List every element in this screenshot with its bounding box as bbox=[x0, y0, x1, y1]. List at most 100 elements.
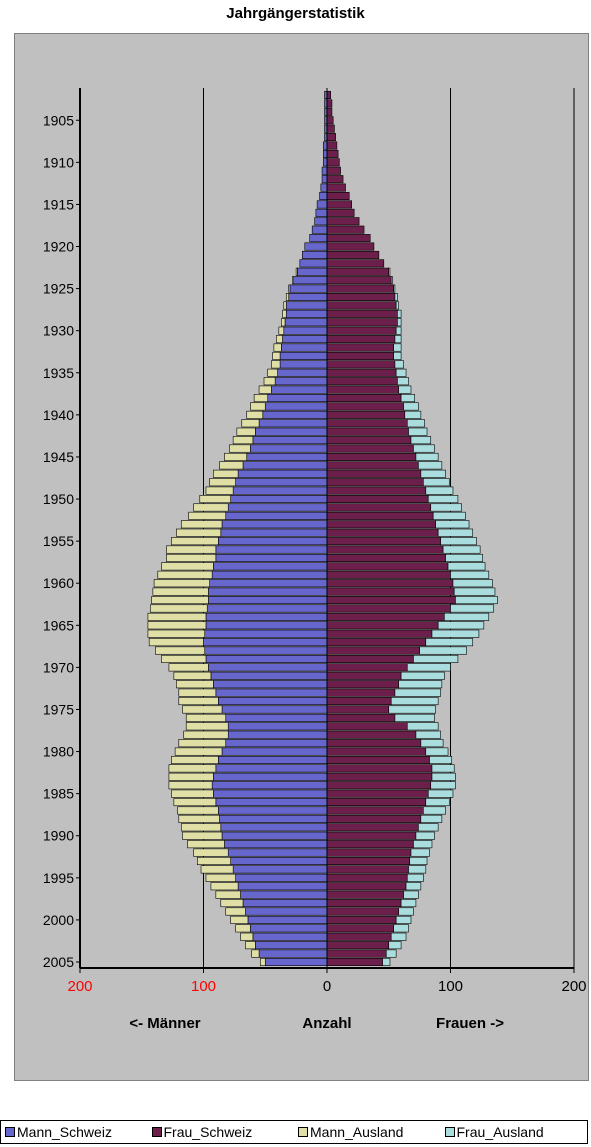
bar-Mann_Ausland-2000 bbox=[230, 915, 249, 924]
bar-Mann_Schweiz-1977 bbox=[227, 722, 328, 731]
bar-Mann_Ausland-1979 bbox=[178, 739, 227, 748]
bar-Mann_Schweiz-1986 bbox=[215, 798, 328, 807]
bar-Frau_Schweiz-1957 bbox=[326, 553, 446, 562]
bar-Mann_Ausland-1938 bbox=[253, 394, 269, 403]
bar-Mann_Ausland-1993 bbox=[197, 856, 231, 865]
bar-Frau_Ausland-1982 bbox=[431, 764, 455, 773]
bar-Frau_Schweiz-1988 bbox=[326, 814, 422, 823]
bar-Mann_Ausland-1959 bbox=[157, 570, 213, 579]
bar-Mann_Ausland-1948 bbox=[209, 478, 236, 487]
bar-Frau_Schweiz-1938 bbox=[326, 394, 402, 403]
bar-Frau_Schweiz-1976 bbox=[326, 713, 396, 722]
bar-Frau_Schweiz-1984 bbox=[326, 781, 432, 790]
bar-Mann_Schweiz-1939 bbox=[264, 402, 328, 411]
bar-Mann_Ausland-1960 bbox=[153, 579, 210, 588]
bar-Mann_Ausland-1955 bbox=[171, 537, 219, 546]
bar-Frau_Schweiz-1978 bbox=[326, 730, 417, 739]
bar-Mann_Ausland-1980 bbox=[174, 747, 223, 756]
bar-Mann_Schweiz-1996 bbox=[237, 882, 328, 891]
bar-Mann_Ausland-1927 bbox=[283, 301, 287, 310]
y-tick-label: 2000 bbox=[43, 912, 74, 928]
bar-Mann_Schweiz-1914 bbox=[319, 192, 328, 201]
bar-Mann_Ausland-1924 bbox=[292, 276, 294, 285]
x-caption-left: <- Männer bbox=[129, 1015, 200, 1032]
bar-Frau_Schweiz-1952 bbox=[326, 511, 434, 520]
y-tick-label: 1925 bbox=[43, 281, 74, 297]
bar-Mann_Schweiz-1944 bbox=[250, 444, 328, 453]
bar-Frau_Schweiz-1943 bbox=[326, 436, 412, 445]
bar-Frau_Ausland-1979 bbox=[420, 739, 444, 748]
x-caption-center: Anzahl bbox=[302, 1015, 351, 1032]
bars-left bbox=[147, 90, 328, 967]
bar-Frau_Ausland-1966 bbox=[431, 629, 480, 638]
bar-Mann_Schweiz-1971 bbox=[210, 671, 328, 680]
bar-Frau_Ausland-1998 bbox=[400, 899, 417, 908]
bar-Mann_Ausland-1957 bbox=[166, 553, 217, 562]
bar-Frau_Schweiz-1980 bbox=[326, 747, 427, 756]
bar-Frau_Ausland-1970 bbox=[406, 663, 451, 672]
bar-Frau_Ausland-1962 bbox=[455, 596, 498, 605]
bar-Mann_Ausland-1973 bbox=[178, 688, 217, 697]
bar-Frau_Ausland-1936 bbox=[397, 377, 409, 386]
bar-Frau_Schweiz-2004 bbox=[326, 949, 387, 958]
bar-Frau_Schweiz-1961 bbox=[326, 587, 455, 596]
bar-Mann_Ausland-1985 bbox=[171, 789, 214, 798]
bar-Mann_Ausland-1951 bbox=[193, 503, 229, 512]
bar-Frau_Ausland-1941 bbox=[406, 419, 425, 428]
bar-Frau_Ausland-1930 bbox=[395, 326, 402, 335]
bar-Frau_Schweiz-1968 bbox=[326, 646, 420, 655]
bar-Frau_Schweiz-1921 bbox=[326, 250, 380, 259]
bar-Mann_Schweiz-1963 bbox=[206, 604, 328, 613]
bar-Mann_Ausland-1972 bbox=[176, 680, 214, 689]
bar-Frau_Ausland-1929 bbox=[397, 318, 402, 327]
bar-Mann_Schweiz-1961 bbox=[208, 587, 328, 596]
bar-Mann_Schweiz-1933 bbox=[279, 351, 328, 360]
bar-Mann_Schweiz-1946 bbox=[242, 461, 328, 470]
bar-Mann_Ausland-1940 bbox=[246, 410, 264, 419]
bar-Frau_Ausland-1967 bbox=[425, 638, 474, 647]
bar-Mann_Schweiz-1930 bbox=[283, 326, 328, 335]
bar-Frau_Ausland-1937 bbox=[398, 385, 412, 394]
bar-Mann_Schweiz-1993 bbox=[230, 856, 328, 865]
bar-Frau_Schweiz-1934 bbox=[326, 360, 396, 369]
bar-Mann_Schweiz-2004 bbox=[258, 949, 328, 958]
bar-Frau_Schweiz-1915 bbox=[326, 200, 353, 209]
bar-Mann_Schweiz-1999 bbox=[245, 907, 328, 916]
bar-Mann_Ausland-1992 bbox=[193, 848, 229, 857]
bar-Mann_Schweiz-1957 bbox=[215, 553, 328, 562]
bar-Mann_Schweiz-1948 bbox=[235, 478, 328, 487]
bar-Mann_Ausland-1947 bbox=[213, 469, 239, 478]
bar-Frau_Ausland-1957 bbox=[445, 553, 483, 562]
bar-Mann_Schweiz-1932 bbox=[281, 343, 328, 352]
bar-Frau_Ausland-1938 bbox=[400, 394, 415, 403]
bar-Frau_Schweiz-1994 bbox=[326, 865, 409, 874]
bar-Mann_Ausland-1983 bbox=[168, 772, 214, 781]
bar-Frau_Ausland-1975 bbox=[388, 705, 436, 714]
bar-Frau_Schweiz-1967 bbox=[326, 638, 427, 647]
bar-Mann_Ausland-1970 bbox=[168, 663, 209, 672]
bar-Mann_Ausland-1976 bbox=[185, 713, 227, 722]
bar-Mann_Ausland-1935 bbox=[267, 368, 278, 377]
bar-Frau_Schweiz-1926 bbox=[326, 293, 396, 302]
bar-Mann_Ausland-1968 bbox=[155, 646, 206, 655]
bar-Mann_Schweiz-1997 bbox=[240, 890, 328, 899]
bar-Frau_Schweiz-1909 bbox=[326, 149, 339, 158]
bar-Mann_Schweiz-1921 bbox=[301, 250, 328, 259]
y-tick-label: 1940 bbox=[43, 407, 74, 423]
bar-Mann_Ausland-1977 bbox=[185, 722, 229, 731]
bar-Mann_Schweiz-1978 bbox=[227, 730, 328, 739]
bar-Mann_Ausland-1961 bbox=[152, 587, 209, 596]
bar-Mann_Ausland-1929 bbox=[281, 318, 286, 327]
bar-Frau_Schweiz-1916 bbox=[326, 208, 355, 217]
bar-Mann_Ausland-1964 bbox=[147, 612, 207, 621]
bar-Mann_Schweiz-1970 bbox=[208, 663, 328, 672]
legend-swatch bbox=[298, 1127, 308, 1137]
bar-Frau_Ausland-1926 bbox=[394, 293, 398, 302]
bar-Frau_Schweiz-1942 bbox=[326, 427, 409, 436]
bar-Frau_Schweiz-1955 bbox=[326, 537, 441, 546]
legend-label: Mann_Schweiz bbox=[17, 1124, 112, 1140]
bar-Frau_Ausland-2001 bbox=[393, 924, 409, 933]
bar-Frau_Schweiz-1956 bbox=[326, 545, 444, 554]
bar-Frau_Ausland-1960 bbox=[452, 579, 493, 588]
y-tick-label: 1955 bbox=[43, 533, 74, 549]
